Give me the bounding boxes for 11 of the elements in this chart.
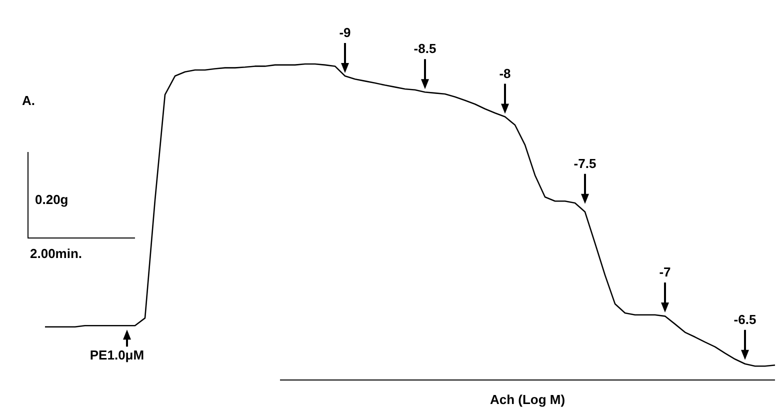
annotation: -7.5 [574,156,596,171]
annotation: -8.5 [414,41,436,56]
annotation: -6.5 [734,312,756,327]
x-axis-title: Ach (Log M) [490,392,566,407]
annotation: -7 [659,264,671,280]
annotation: PE1.0μM [90,348,144,363]
annotation: 0.20g [35,192,68,207]
annotation: 2.00min. [30,246,82,261]
annotation: -8 [499,66,511,81]
annotation: -9 [339,25,351,40]
text: A. [22,93,35,108]
